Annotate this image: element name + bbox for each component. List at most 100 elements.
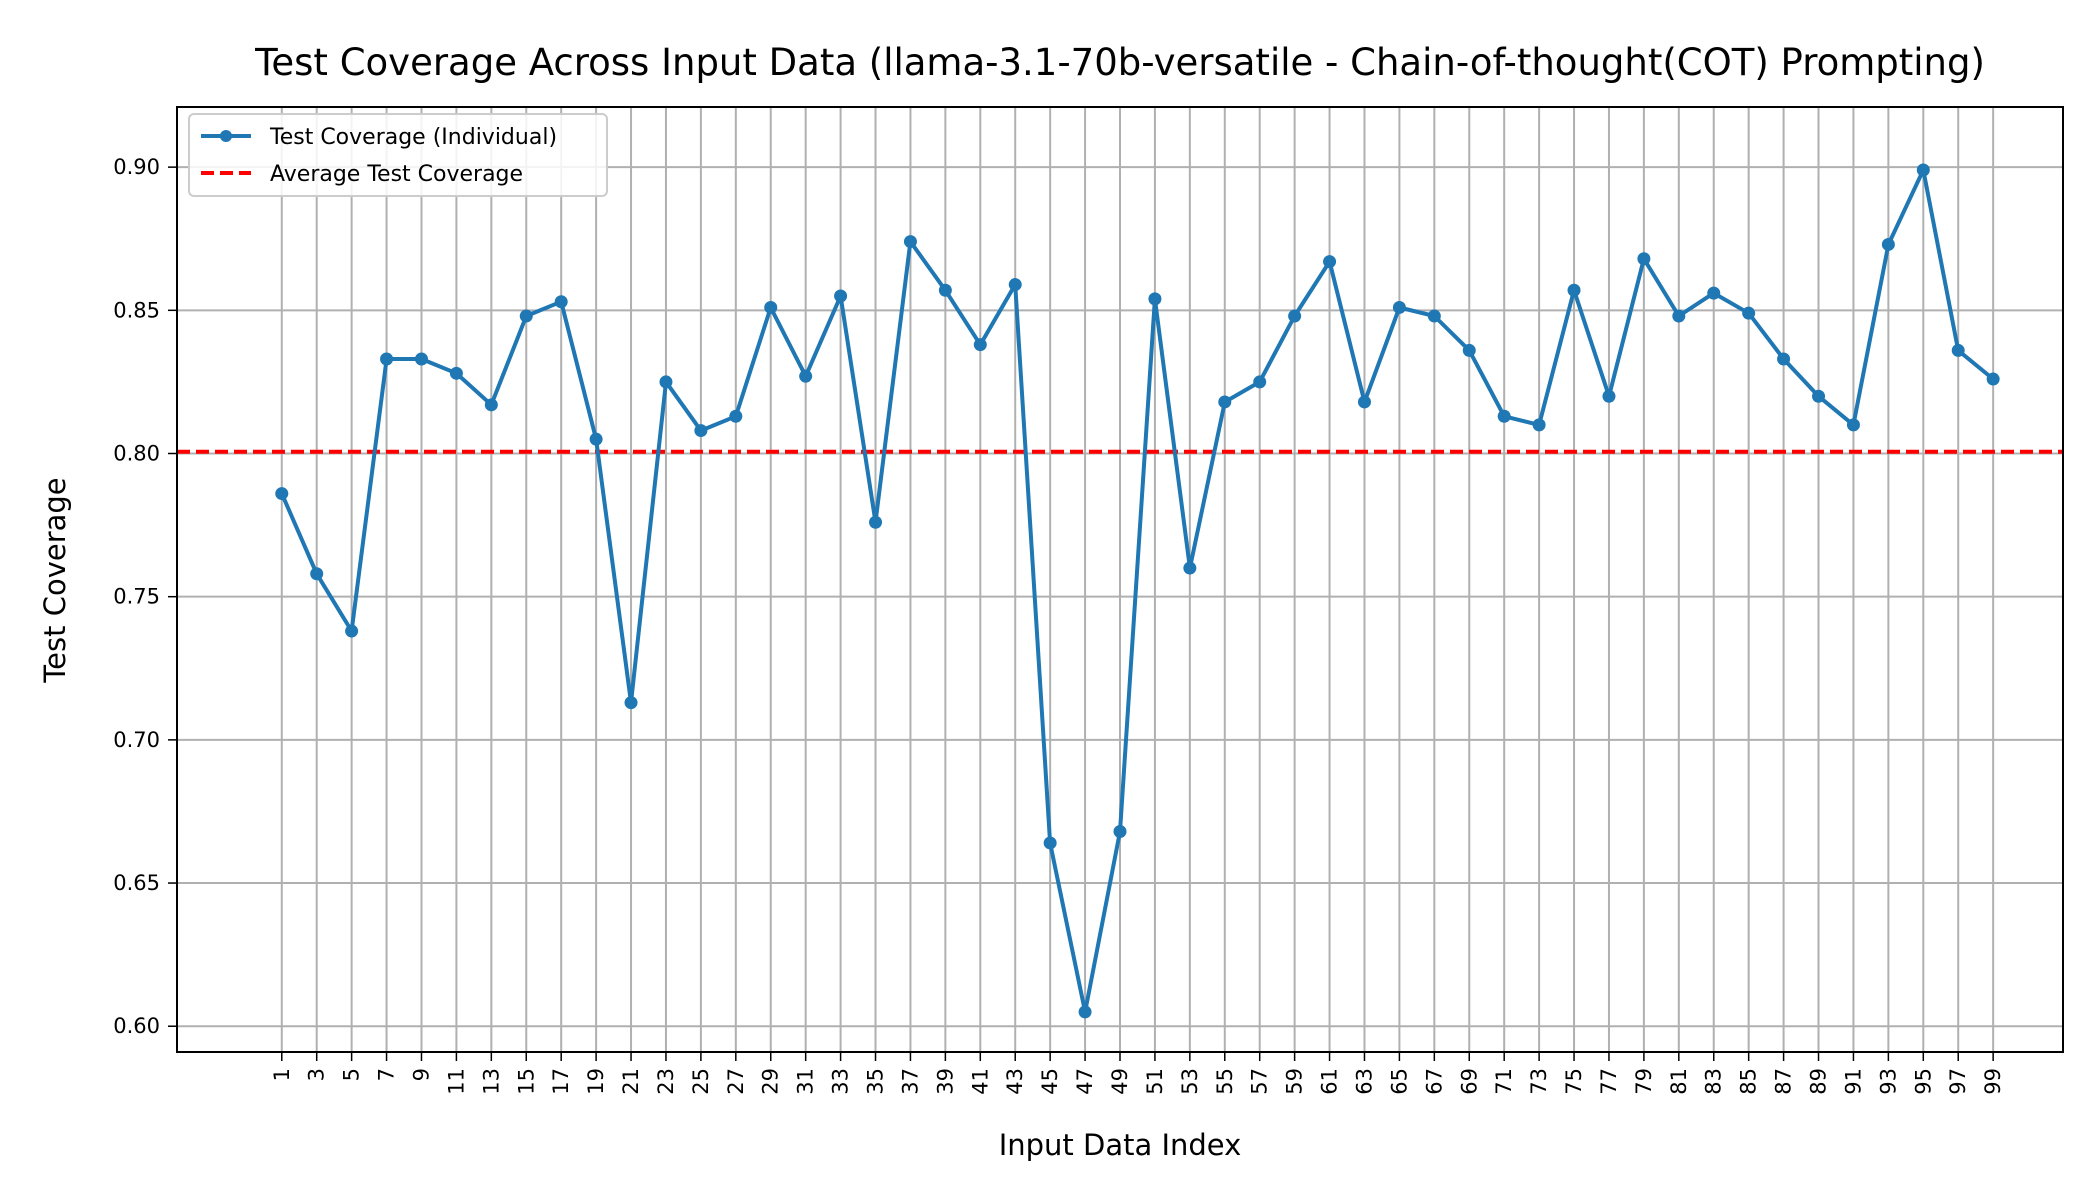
data-point <box>1462 343 1476 357</box>
data-point <box>345 624 359 638</box>
data-point <box>1602 389 1616 403</box>
x-tick-label: 39 <box>933 1068 957 1095</box>
x-tick-label: 73 <box>1527 1068 1551 1095</box>
data-point <box>869 515 883 529</box>
data-point <box>1323 255 1337 269</box>
legend-box <box>188 113 608 197</box>
x-tick-label: 49 <box>1108 1068 1132 1095</box>
data-point <box>1008 278 1022 292</box>
data-point <box>275 487 289 501</box>
x-tick-label: 5 <box>340 1068 364 1081</box>
y-axis-label: Test Coverage <box>38 477 72 683</box>
legend: Test Coverage (Individual) Average Test … <box>188 113 608 197</box>
x-tick-label: 61 <box>1318 1068 1342 1095</box>
data-point <box>1148 292 1162 306</box>
x-tick-label: 31 <box>794 1068 818 1095</box>
data-point <box>1672 309 1686 323</box>
data-point <box>903 235 917 249</box>
data-point <box>380 352 394 366</box>
legend-label-average: Average Test Coverage <box>270 162 523 187</box>
data-point <box>834 289 848 303</box>
data-point <box>1218 395 1232 409</box>
legend-label-individual: Test Coverage (Individual) <box>269 125 557 150</box>
x-tick-label: 43 <box>1003 1068 1027 1095</box>
data-point <box>519 309 533 323</box>
data-point <box>1532 418 1546 432</box>
y-tick-label: 0.90 <box>113 155 160 179</box>
x-tick-label: 27 <box>724 1068 748 1095</box>
data-point <box>1846 418 1860 432</box>
x-tick-label: 89 <box>1807 1068 1831 1095</box>
data-point <box>1392 300 1406 314</box>
x-tick-label: 57 <box>1248 1068 1272 1095</box>
data-point <box>484 398 498 412</box>
data-point <box>1742 306 1756 320</box>
chart-title: Test Coverage Across Input Data (llama-3… <box>254 41 1985 84</box>
x-tick-label: 65 <box>1387 1068 1411 1095</box>
data-point <box>554 295 568 309</box>
x-tick-label: 15 <box>514 1068 538 1095</box>
y-tick-label: 0.80 <box>113 442 160 466</box>
data-point <box>1707 286 1721 300</box>
x-tick-label: 35 <box>864 1068 888 1095</box>
x-axis-ticks: 1 3 5 7 9 11 13 15 17 19 21 23 25 27 29 31 33 35 37 39 41 43 4… <box>270 1052 2005 1095</box>
x-tick-label: 47 <box>1073 1068 1097 1095</box>
data-point <box>1777 352 1791 366</box>
data-point <box>973 338 987 352</box>
x-tick-label: 7 <box>375 1068 399 1081</box>
data-point <box>1183 561 1197 575</box>
data-point <box>1043 836 1057 850</box>
grid <box>177 107 2063 1052</box>
x-tick-label: 67 <box>1422 1068 1446 1095</box>
data-point <box>310 567 324 581</box>
data-point <box>1637 252 1651 266</box>
data-point <box>1078 1005 1092 1019</box>
x-tick-label: 71 <box>1492 1068 1516 1095</box>
data-point <box>1567 283 1581 297</box>
data-point <box>1497 409 1511 423</box>
x-tick-label: 45 <box>1038 1068 1062 1095</box>
x-tick-label: 37 <box>898 1068 922 1095</box>
x-tick-label: 59 <box>1283 1068 1307 1095</box>
x-tick-label: 19 <box>584 1068 608 1095</box>
x-tick-label: 95 <box>1911 1068 1935 1095</box>
x-tick-label: 1 <box>270 1068 294 1081</box>
data-point <box>1427 309 1441 323</box>
x-tick-label: 99 <box>1981 1068 2005 1095</box>
data-point <box>1881 237 1895 251</box>
data-point <box>694 424 708 438</box>
x-tick-label: 9 <box>409 1068 433 1081</box>
x-tick-label: 93 <box>1876 1068 1900 1095</box>
x-tick-label: 3 <box>305 1068 329 1081</box>
x-tick-label: 97 <box>1946 1068 1970 1095</box>
series-layer <box>275 163 2000 1019</box>
x-tick-label: 79 <box>1632 1068 1656 1095</box>
x-tick-label: 81 <box>1667 1068 1691 1095</box>
x-tick-label: 55 <box>1213 1068 1237 1095</box>
y-tick-label: 0.85 <box>113 298 160 322</box>
data-point <box>764 300 778 314</box>
legend-marker-individual <box>220 130 232 142</box>
x-tick-label: 87 <box>1772 1068 1796 1095</box>
data-point <box>1113 825 1127 838</box>
data-point <box>729 409 743 423</box>
x-tick-label: 51 <box>1143 1068 1167 1095</box>
y-tick-label: 0.75 <box>113 585 160 609</box>
x-tick-label: 17 <box>549 1068 573 1095</box>
data-point <box>1357 395 1371 409</box>
x-axis-label: Input Data Index <box>999 1128 1242 1162</box>
data-point <box>1951 343 1965 357</box>
data-point <box>589 432 603 446</box>
x-tick-label: 25 <box>689 1068 713 1095</box>
data-point <box>414 352 428 366</box>
x-tick-label: 77 <box>1597 1068 1621 1095</box>
x-tick-label: 53 <box>1178 1068 1202 1095</box>
x-tick-label: 11 <box>444 1068 468 1095</box>
x-tick-label: 21 <box>619 1068 643 1095</box>
x-tick-label: 41 <box>968 1068 992 1095</box>
x-tick-label: 63 <box>1352 1068 1376 1095</box>
x-tick-label: 69 <box>1457 1068 1481 1095</box>
data-point <box>1916 163 1930 177</box>
